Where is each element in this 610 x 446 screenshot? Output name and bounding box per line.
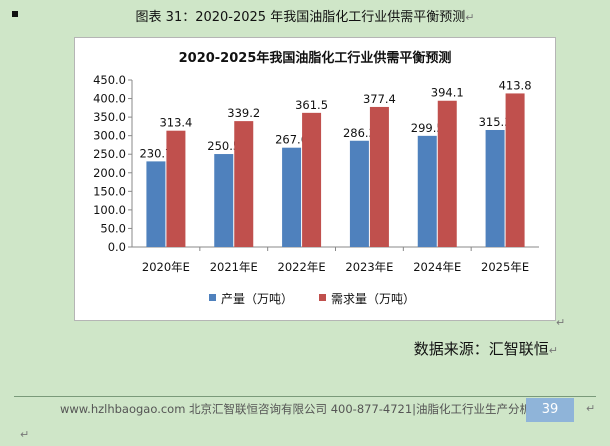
data-label: 339.2: [227, 106, 260, 120]
paragraph-mark: ↵: [586, 402, 596, 415]
x-tick-label: 2025年E: [481, 260, 529, 274]
data-label: 299.5: [411, 121, 444, 135]
x-tick-label: 2023年E: [345, 260, 393, 274]
legend-label: 需求量（万吨）: [331, 292, 415, 306]
y-tick-label: 0.0: [108, 240, 126, 254]
x-tick-label: 2020年E: [142, 260, 190, 274]
data-source-text: 数据来源：汇智联恒: [413, 340, 549, 358]
legend-swatch: [319, 294, 326, 301]
legend-label: 产量（万吨）: [221, 292, 293, 306]
bar-chart: 2020-2025年我国油脂化工行业供需平衡预测 0.0 50.0 100.0 150.…: [93, 50, 539, 306]
y-tick-label: 200.0: [93, 166, 126, 180]
data-source: 数据来源：汇智联恒↵: [414, 338, 558, 359]
data-label: 394.1: [431, 86, 464, 100]
bar-production: [282, 147, 302, 247]
data-label: 230.7: [139, 146, 172, 160]
footer-divider: [14, 396, 596, 397]
bar-demand: [234, 121, 254, 247]
figure-caption-text: 图表 31：2020-2025 年我国油脂化工行业供需平衡预测: [135, 10, 466, 25]
y-tick-label: 350.0: [93, 110, 126, 124]
x-tick-label: 2021年E: [210, 260, 258, 274]
x-tick-label: 2024年E: [413, 260, 461, 274]
y-tick-label: 250.0: [93, 147, 126, 161]
page-number: 39: [526, 398, 574, 422]
list-bullet: [12, 11, 18, 17]
figure-caption: 图表 31：2020-2025 年我国油脂化工行业供需平衡预测↵: [0, 6, 610, 25]
paragraph-mark: ↵: [20, 428, 30, 441]
y-tick-label: 300.0: [93, 129, 126, 143]
paragraph-mark: ↵: [465, 11, 475, 24]
y-tick-label: 450.0: [93, 73, 126, 87]
data-label: 361.5: [295, 98, 328, 112]
y-tick-label: 100.0: [93, 203, 126, 217]
bar-production: [214, 154, 234, 247]
bar-production: [417, 135, 437, 247]
data-label: 250.5: [207, 139, 240, 153]
footer-text: www.hzlhbaogao.com 北京汇智联恒咨询有限公司 400-877-…: [60, 402, 532, 416]
paragraph-mark: ↵: [556, 316, 566, 329]
bar-production: [349, 140, 369, 247]
data-label: 315.3: [479, 115, 512, 129]
chart-title: 2020-2025年我国油脂化工行业供需平衡预测: [179, 50, 452, 66]
chart-frame: 2020-2025年我国油脂化工行业供需平衡预测 0.0 50.0 100.0 150.…: [74, 37, 556, 321]
x-tick-label: 2022年E: [278, 260, 326, 274]
bar-demand: [505, 93, 525, 247]
legend-swatch: [209, 294, 216, 301]
bar-demand: [302, 112, 322, 248]
bar-demand: [437, 100, 457, 247]
data-label: 313.4: [159, 116, 192, 130]
y-tick-label: 150.0: [93, 184, 126, 198]
paragraph-mark: ↵: [548, 344, 558, 357]
y-tick-label: 400.0: [93, 92, 126, 106]
bar-demand: [369, 106, 389, 248]
y-tick-label: 50.0: [100, 221, 126, 235]
bar-production: [146, 161, 166, 247]
data-label: 286.3: [343, 126, 376, 140]
data-label: 413.8: [499, 78, 532, 92]
data-label: 377.4: [363, 92, 396, 106]
bar-production: [485, 129, 505, 247]
data-label: 267.6: [275, 133, 308, 147]
bar-demand: [166, 130, 186, 247]
